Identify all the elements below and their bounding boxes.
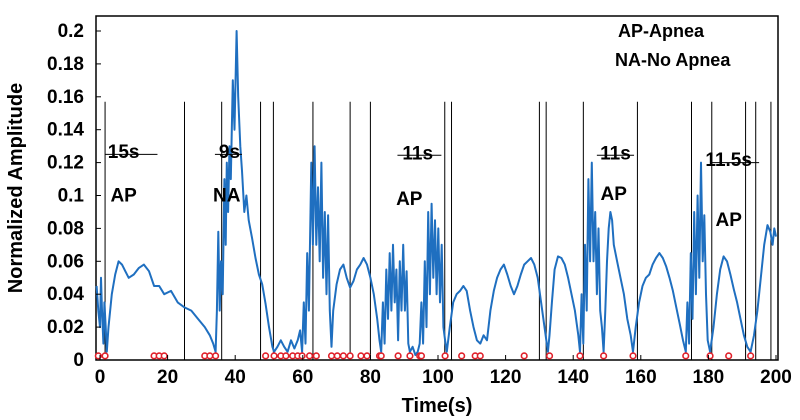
- interval-duration-label: 15s: [108, 142, 140, 163]
- zero-crossing-marker: [305, 352, 314, 360]
- y-tick-label: 0.1: [58, 186, 85, 207]
- zero-crossing-marker: [357, 352, 365, 360]
- x-tick-label: 80: [360, 367, 381, 388]
- zero-crossing-marker: [406, 352, 414, 360]
- interval-duration-label: 11s: [600, 144, 631, 165]
- zero-crossing-marker: [211, 352, 220, 360]
- y-tick-label: 0.14: [47, 120, 84, 141]
- y-tick-label: 0.16: [47, 87, 84, 108]
- zero-crossing-marker: [312, 352, 320, 360]
- interval-annotations: 15s AP 9s NA 11s AP 11s AP 11.5s AP: [105, 142, 760, 231]
- zero-crossing-marker: [682, 352, 690, 360]
- zero-crossing-marker: [476, 352, 484, 360]
- y-tick-label: 0: [73, 350, 84, 371]
- zero-crossing-marker: [327, 352, 336, 360]
- interval-state-label: NA: [213, 186, 241, 207]
- x-tick-label: 160: [625, 367, 657, 388]
- zero-crossing-marker: [545, 352, 554, 360]
- zero-crossing-marker: [629, 352, 637, 360]
- x-tick-label: 180: [693, 367, 725, 388]
- zero-crossing-marker: [160, 352, 168, 360]
- zero-crossing-marker: [458, 352, 466, 360]
- interval-state-label: AP: [715, 210, 742, 231]
- y-tick-label: 0.04: [47, 284, 84, 305]
- series-line-group: [95, 30, 777, 357]
- x-tick-label: 0: [95, 367, 106, 388]
- interval-duration-label: 11.5s: [705, 150, 752, 171]
- zero-crossing-marker: [270, 352, 278, 360]
- segment-lines: [104, 101, 772, 360]
- zero-crossing-marker: [747, 352, 755, 360]
- legend: AP-Apnea NA-No Apnea: [615, 21, 731, 70]
- zero-crossing-markers: [94, 352, 755, 360]
- zero-crossing-marker: [441, 352, 449, 360]
- interval-state-label: AP: [396, 189, 423, 210]
- series-line: [95, 30, 777, 357]
- y-tick-label: 0.08: [47, 218, 84, 239]
- interval-duration-label: 9s: [219, 142, 240, 163]
- zero-crossing-marker: [520, 352, 528, 360]
- x-tick-label: 140: [557, 367, 589, 388]
- y-tick-label: 0.06: [47, 251, 84, 272]
- x-axis-ticks: 0 20 40 60 80 100 120 140 160 180 200: [95, 355, 792, 388]
- zero-crossing-marker: [298, 352, 306, 360]
- x-tick-label: 60: [292, 367, 313, 388]
- x-tick-label: 20: [157, 367, 178, 388]
- legend-item-apnea: AP-Apnea: [618, 21, 705, 41]
- zero-crossing-marker: [394, 352, 402, 360]
- zero-crossing-marker: [282, 352, 290, 360]
- x-tick-label: 200: [760, 367, 792, 388]
- zero-crossing-marker: [339, 352, 347, 360]
- zero-crossing-marker: [377, 352, 385, 360]
- legend-item-no-apnea: NA-No Apnea: [615, 50, 731, 70]
- y-axis-ticks: 0 0.02 0.04 0.06 0.08 0.1 0.12 0.14 0.16 0.18 0.2: [47, 21, 101, 371]
- x-tick-label: 120: [490, 367, 522, 388]
- zero-crossing-marker: [262, 352, 270, 360]
- interval-duration-label: 11s: [402, 144, 433, 165]
- zero-crossing-marker: [725, 352, 733, 360]
- plot-frame: [95, 15, 779, 361]
- y-tick-label: 0.2: [58, 21, 84, 42]
- interval-state-label: AP: [110, 186, 137, 207]
- zero-crossing-marker: [363, 352, 371, 360]
- y-axis-label: Normalized Amplitude: [5, 83, 27, 293]
- interval-state-label: AP: [601, 184, 628, 205]
- y-tick-label: 0.18: [47, 54, 84, 75]
- zero-crossing-marker: [417, 352, 426, 360]
- zero-crossing-marker: [206, 352, 214, 360]
- zero-crossing-marker: [346, 352, 354, 360]
- plot-area: [95, 15, 779, 361]
- zero-crossing-marker: [333, 352, 341, 360]
- y-tick-label: 0.02: [47, 317, 84, 338]
- zero-crossing-marker: [101, 352, 109, 360]
- x-tick-label: 100: [422, 367, 454, 388]
- y-tick-label: 0.12: [47, 153, 84, 174]
- x-tick-label: 40: [225, 367, 246, 388]
- x-axis-label: Time(s): [402, 395, 473, 417]
- zero-crossing-marker: [600, 352, 608, 360]
- zero-crossing-marker: [576, 352, 584, 360]
